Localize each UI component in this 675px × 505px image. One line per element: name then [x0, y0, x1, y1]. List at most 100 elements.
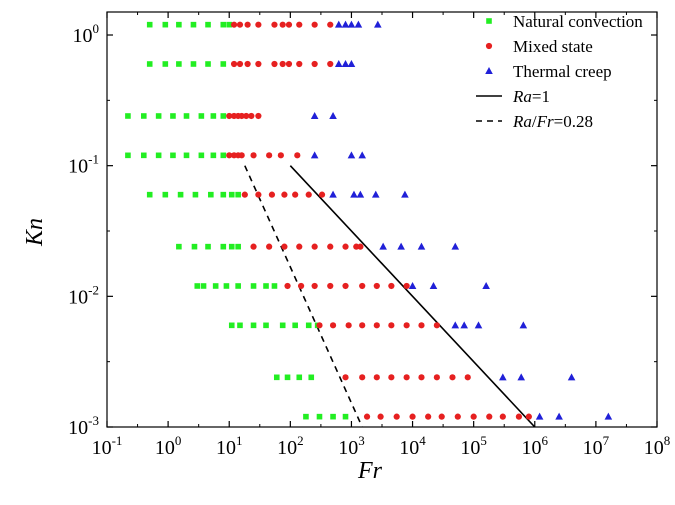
triangle-marker-point-1 — [334, 20, 343, 28]
square-marker-point-28 — [210, 152, 217, 159]
plot-marks — [125, 20, 613, 427]
square-marker-point-12 — [205, 61, 211, 67]
circle-marker-point-84 — [438, 413, 445, 420]
square-marker-point-64 — [303, 413, 309, 420]
circle-marker-point-9 — [311, 21, 318, 28]
circle-marker-legend — [485, 42, 493, 50]
square-marker-point-41 — [220, 243, 227, 250]
x-tick-label: 100 — [155, 433, 182, 459]
triangle-marker-point-25 — [482, 281, 490, 289]
circle-marker-point-57 — [359, 282, 366, 290]
square-marker-point-53 — [237, 322, 243, 329]
square-marker-point-54 — [250, 322, 257, 329]
square-marker-point-50 — [263, 283, 269, 289]
square-marker-point-4 — [190, 21, 197, 28]
square-marker-point-30 — [146, 191, 153, 198]
circle-marker-point-10 — [327, 21, 334, 28]
circle-marker-point-70 — [342, 374, 349, 381]
circle-marker-point-11 — [230, 60, 238, 68]
circle-marker-point-8 — [296, 21, 303, 28]
triangle-marker-point-21 — [417, 242, 426, 250]
x-tick-label: 101 — [216, 433, 243, 459]
triangle-marker-point-20 — [397, 242, 405, 250]
circle-marker-point-82 — [409, 413, 416, 420]
square-marker-point-47 — [223, 283, 230, 289]
square-marker-point-36 — [228, 191, 235, 198]
triangle-marker-point-23 — [408, 281, 417, 289]
legend-label: Ra=1 — [512, 87, 550, 106]
circle-marker-point-88 — [499, 413, 506, 420]
circle-marker-point-7 — [285, 21, 293, 28]
circle-marker-point-63 — [345, 322, 352, 329]
circle-marker-point-3 — [244, 21, 251, 28]
triangle-marker-point-14 — [329, 190, 337, 198]
square-marker-point-13 — [220, 61, 227, 67]
triangle-marker-point-28 — [474, 321, 483, 329]
square-marker-point-63 — [308, 374, 315, 381]
square-marker-point-66 — [330, 413, 336, 420]
square-marker-point-22 — [125, 152, 131, 159]
square-marker-point-38 — [176, 243, 182, 250]
triangle-marker-point-4 — [354, 20, 363, 28]
square-marker-point-17 — [170, 113, 176, 119]
circle-marker-point-31 — [238, 152, 245, 159]
square-marker-point-16 — [155, 113, 162, 119]
circle-marker-point-38 — [268, 191, 276, 198]
square-marker-point-1 — [146, 21, 153, 28]
triangle-marker-point-35 — [604, 412, 613, 420]
x-axis-title: Fr — [357, 458, 383, 484]
square-marker-point-29 — [220, 152, 227, 159]
triangle-marker-point-9 — [310, 111, 319, 119]
circle-marker-point-35 — [294, 152, 301, 159]
triangle-marker-point-19 — [379, 242, 387, 250]
circle-marker-point-64 — [359, 322, 366, 329]
triangle-marker-point-18 — [401, 190, 409, 198]
legend: Natural convection Mixed state Thermal cre… — [476, 12, 643, 131]
circle-marker-point-60 — [403, 282, 410, 290]
circle-marker-point-66 — [388, 322, 395, 329]
reference-line-1 — [289, 165, 536, 427]
circle-marker-point-13 — [244, 60, 251, 68]
triangle-marker-point-11 — [310, 151, 319, 159]
circle-marker-point-27 — [255, 112, 262, 120]
circle-marker-point-49 — [342, 243, 349, 250]
circle-marker-point-90 — [525, 413, 532, 420]
square-marker-point-8 — [146, 61, 153, 67]
square-marker-point-6 — [220, 21, 227, 28]
x-tick-label: 107 — [583, 433, 610, 459]
triangle-marker-point-13 — [358, 151, 367, 159]
circle-marker-point-40 — [292, 191, 299, 198]
square-marker-point-60 — [273, 374, 280, 381]
circle-marker-point-55 — [327, 282, 334, 290]
circle-marker-point-14 — [255, 60, 262, 68]
circle-marker-point-15 — [271, 60, 278, 68]
circle-marker-point-72 — [373, 374, 380, 381]
circle-marker-point-20 — [327, 60, 334, 68]
circle-marker-point-5 — [271, 21, 278, 28]
square-marker-point-52 — [228, 322, 235, 329]
triangle-marker-point-27 — [460, 321, 469, 329]
square-marker-point-48 — [235, 283, 241, 289]
triangle-marker-point-15 — [350, 190, 358, 198]
square-marker-point-49 — [250, 283, 257, 289]
circle-marker-point-79 — [363, 413, 371, 420]
square-marker-point-10 — [176, 61, 182, 67]
triangle-marker-point-3 — [347, 20, 356, 28]
square-marker-point-43 — [235, 243, 241, 250]
triangle-marker-point-34 — [555, 412, 563, 420]
circle-marker-point-59 — [388, 282, 395, 290]
circle-marker-point-4 — [255, 21, 262, 28]
y-axis-title: Kn — [22, 218, 48, 247]
circle-marker-point-61 — [316, 322, 323, 329]
circle-marker-point-89 — [515, 413, 523, 420]
square-marker-point-32 — [177, 191, 184, 198]
circle-marker-point-41 — [305, 191, 312, 198]
square-marker-point-20 — [210, 113, 217, 119]
square-marker-point-34 — [208, 191, 214, 198]
x-tick-label: 102 — [277, 433, 304, 459]
circle-marker-point-76 — [433, 374, 440, 381]
y-tick-label: 100 — [73, 21, 100, 47]
square-marker-point-14 — [125, 113, 131, 119]
circle-marker-point-43 — [250, 243, 257, 250]
